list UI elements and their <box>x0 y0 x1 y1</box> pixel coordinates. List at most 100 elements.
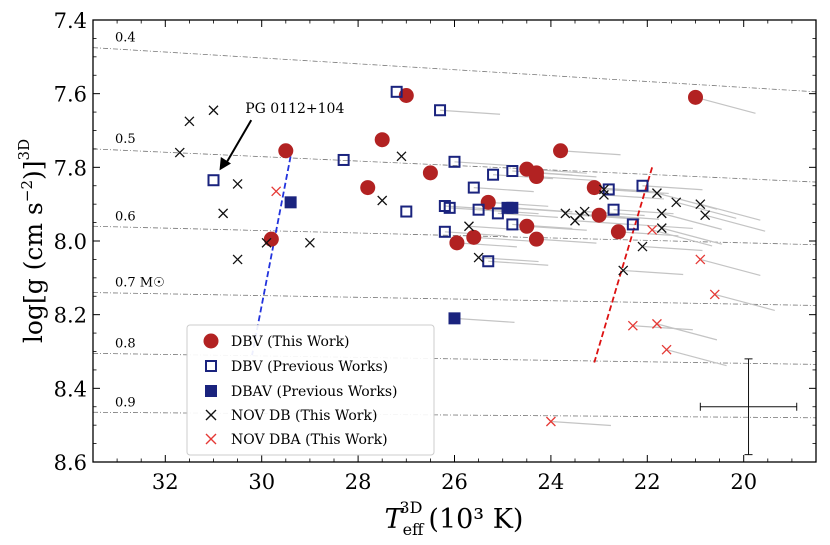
evolution-trails-layer <box>440 96 775 427</box>
point-0-4 <box>553 143 569 159</box>
trail-3-20 <box>676 201 737 219</box>
point-0-5 <box>360 180 376 196</box>
x-tick-label-1: 30 <box>248 470 275 494</box>
point-3-12 <box>560 208 571 219</box>
point-0-11 <box>591 207 607 223</box>
annotation-pg0112: PG 0112+104 <box>219 101 344 171</box>
x-axis-label: Teff3D (10³ K) <box>385 498 524 539</box>
point-2-0 <box>284 196 297 209</box>
point-3-24 <box>700 210 711 221</box>
trail-4-5 <box>656 323 718 341</box>
point-0-18 <box>263 231 279 247</box>
point-3-22 <box>637 241 648 252</box>
legend-label-nov-dba: NOV DBA (This Work) <box>231 432 388 448</box>
point-0-15 <box>528 231 544 247</box>
y-tick-label-4: 8.2 <box>54 304 87 328</box>
point-1-2 <box>207 174 220 187</box>
trail-2-3 <box>454 317 515 323</box>
trail-4-4 <box>632 325 693 331</box>
point-3-19 <box>656 208 667 219</box>
point-2-3 <box>448 312 461 325</box>
point-1-15 <box>482 255 495 268</box>
point-4-7 <box>545 416 556 427</box>
trail-0-15 <box>536 238 597 244</box>
trail-3-21 <box>661 227 722 245</box>
x-tick-label-0: 32 <box>152 470 179 494</box>
point-0-1 <box>688 89 703 105</box>
point-4-5 <box>651 318 662 329</box>
legend-marker-nov-dba <box>205 433 217 445</box>
point-3-7 <box>304 237 315 248</box>
trail-4-6 <box>666 349 727 367</box>
legend-label-nov-db: NOV DB (This Work) <box>231 408 377 424</box>
point-3-9 <box>396 151 407 162</box>
point-4-1 <box>647 224 658 235</box>
point-4-4 <box>627 320 638 331</box>
point-3-6 <box>261 237 272 248</box>
point-0-14 <box>519 218 535 234</box>
trail-4-3 <box>714 293 775 311</box>
point-3-3 <box>232 178 243 189</box>
point-3-0 <box>184 116 195 127</box>
mass-track-1 <box>92 148 817 183</box>
trail-1-15 <box>488 260 549 266</box>
point-1-19 <box>626 218 639 231</box>
point-1-18 <box>607 203 620 216</box>
legend-box <box>186 324 435 456</box>
annotation-label: PG 0112+104 <box>245 101 344 117</box>
point-3-25 <box>618 265 629 276</box>
trail-1-18 <box>613 209 674 215</box>
point-3-23 <box>695 199 706 210</box>
mass-track-label-2: 0.6 <box>115 209 136 224</box>
trail-0-1 <box>695 96 756 114</box>
x-tick-label-4: 24 <box>538 470 565 494</box>
mass-track-label-5: 0.9 <box>115 395 136 410</box>
legend: DBV (This Work) DBV (Previous Works) DBA… <box>186 324 435 456</box>
legend-marker-prev <box>205 360 217 372</box>
mass-track-label-0: 0.4 <box>115 31 136 46</box>
point-4-2 <box>695 254 706 265</box>
trail-3-11 <box>478 256 539 263</box>
point-3-15 <box>579 206 590 217</box>
x-tick-label-5: 22 <box>634 470 661 494</box>
point-2-2 <box>506 201 519 214</box>
point-0-10 <box>586 180 602 196</box>
point-0-17 <box>449 235 465 251</box>
point-3-11 <box>473 252 484 263</box>
point-0-9 <box>528 165 544 181</box>
point-3-8 <box>377 195 388 206</box>
x-tick-label-3: 26 <box>441 470 468 494</box>
annotation-arrow-shaft <box>224 119 253 165</box>
y-tick-label-5: 8.4 <box>54 377 87 401</box>
legend-marker-dbav <box>205 385 217 397</box>
point-1-10 <box>472 203 485 216</box>
trail-3-24 <box>704 214 766 232</box>
point-1-6 <box>487 168 500 181</box>
trail-1-5 <box>473 186 534 193</box>
y-tick-label-1: 7.6 <box>54 83 87 107</box>
point-3-20 <box>671 197 682 208</box>
point-1-13 <box>506 218 519 231</box>
point-1-5 <box>467 181 480 194</box>
y-tick-label-0: 7.4 <box>54 9 87 33</box>
annotation-arrow-head <box>219 157 231 171</box>
point-1-7 <box>506 165 519 178</box>
trail-1-1 <box>440 109 501 115</box>
trail-1-4 <box>454 161 515 167</box>
point-1-1 <box>434 104 447 117</box>
trail-0-16 <box>473 236 534 242</box>
trail-0-14 <box>526 225 587 231</box>
representative-error-bar <box>699 358 798 456</box>
point-1-0 <box>390 85 403 98</box>
trail-4-1 <box>651 229 713 247</box>
trail-4-7 <box>550 420 611 427</box>
point-3-4 <box>218 208 229 219</box>
point-1-4 <box>448 155 461 168</box>
blue-edge-line <box>251 156 292 356</box>
point-0-13 <box>610 224 626 240</box>
trail-1-17 <box>642 185 703 191</box>
point-3-5 <box>232 254 243 265</box>
trail-3-23 <box>700 203 761 221</box>
trail-0-4 <box>560 150 621 156</box>
trail-3-25 <box>623 269 684 276</box>
